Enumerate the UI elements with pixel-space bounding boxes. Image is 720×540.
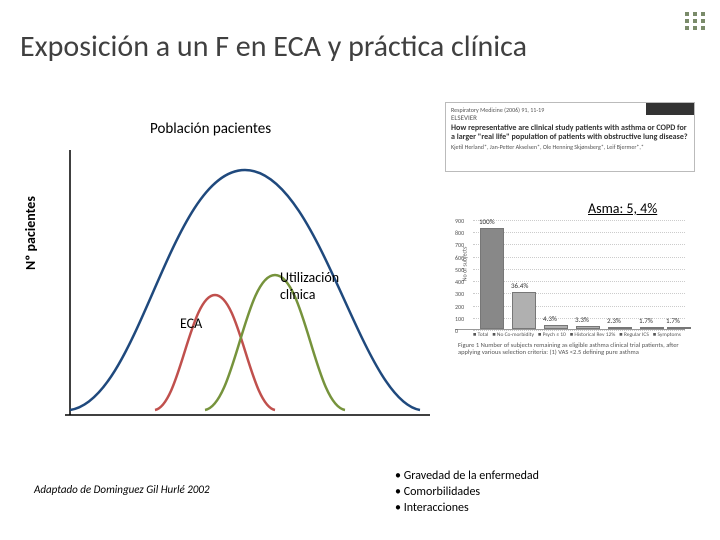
figure1-bar — [667, 327, 691, 329]
population-label: Población pacientes — [150, 120, 271, 138]
figure1-bars: No of subjects 0100200300400500600700800… — [455, 220, 685, 330]
population-curve — [70, 170, 420, 410]
util-line1: Utilización — [280, 269, 339, 286]
figure1-legend-item: Symptoms — [653, 332, 681, 338]
figure1-bar — [608, 327, 632, 329]
figure1-legend-item: Psych ≤ 10 — [538, 332, 566, 338]
figure1-legend: Total No Co-morbidity Psych ≤ 10 Historical… — [455, 332, 690, 338]
figure1-legend-item: Historical Rev 12% — [570, 332, 615, 338]
y-axis-label: Nº pacientes — [22, 196, 39, 270]
eca-curve — [155, 295, 275, 410]
figure1-legend-item: Regular ICS — [619, 332, 649, 338]
figure1-legend-item: Total — [473, 332, 488, 338]
paper-citation-thumbnail: Respiratory Medicine (2006) 91, 11-19 EL… — [445, 102, 695, 172]
bullet-item: Comorbilidades — [395, 484, 539, 500]
paper-title: How representative are clinical study pa… — [451, 124, 689, 142]
figure1-caption: Figure 1 Number of subjects remaining as… — [455, 342, 690, 357]
asma-label: Asma: 5, 4% — [588, 200, 657, 217]
figure1-bar — [480, 228, 504, 329]
bullet-list: Gravedad de la enfermedad Comorbilidades… — [395, 468, 539, 517]
figure1-legend-item: No Co-morbidity — [492, 332, 534, 338]
bullet-item: Interacciones — [395, 500, 539, 516]
paper-ribbon — [646, 103, 694, 115]
page-title: Exposición a un F en ECA y práctica clín… — [20, 28, 527, 65]
decorative-dots — [685, 12, 706, 30]
figure1-bar — [512, 292, 536, 329]
figure1-bar — [544, 325, 568, 329]
figure1-thumbnail: No of subjects 0100200300400500600700800… — [455, 220, 690, 385]
figure1-ylabel: No of subjects — [460, 247, 468, 282]
figure1-bar — [576, 326, 600, 329]
curves-svg — [60, 140, 440, 430]
main-chart: Población pacientes Nº pacientes ECA Uti… — [30, 120, 440, 450]
paper-authors: Kjetil Herland*, Jan-Petter Akselsen*, O… — [451, 144, 689, 151]
eca-label: ECA — [180, 315, 202, 332]
utilization-label: Utilización clínica — [280, 270, 339, 304]
footnote: Adaptado de Dominguez Gil Hurlé 2002 — [34, 483, 210, 496]
util-line2: clínica — [280, 286, 315, 303]
figure1-bar — [640, 327, 664, 329]
bullet-item: Gravedad de la enfermedad — [395, 468, 539, 484]
